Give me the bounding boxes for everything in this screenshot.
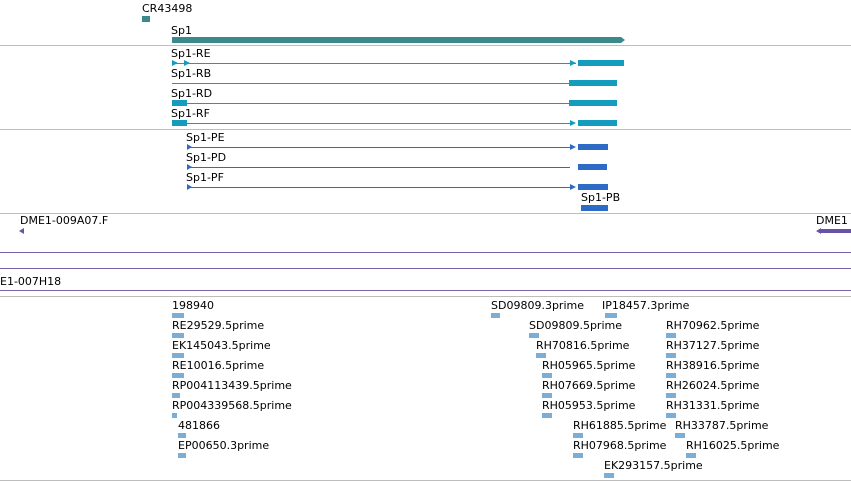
clone-label-bottom: E1-007H18 (0, 275, 62, 288)
est-feature[interactable] (686, 453, 696, 458)
gene-sp1-arrow-icon (621, 37, 625, 43)
est-feature[interactable] (605, 313, 617, 318)
est-feature[interactable] (573, 433, 583, 438)
est-label: RH05965.5prime (542, 359, 636, 372)
est-feature[interactable] (172, 313, 184, 318)
est-label: RH16025.5prime (686, 439, 780, 452)
est-label: EK293157.5prime (604, 459, 703, 472)
est-label: RH70962.5prime (666, 319, 760, 332)
clone-left-arrow-icon[interactable] (19, 228, 24, 234)
gene-cr43498[interactable] (142, 16, 150, 22)
est-feature[interactable] (172, 333, 184, 338)
est-label: RE29529.5prime (172, 319, 265, 332)
est-label: EK145043.5prime (172, 339, 271, 352)
protein-label-sp1-pb: Sp1-PB (581, 191, 621, 204)
protein-sp1-pb[interactable] (581, 205, 608, 211)
est-feature[interactable] (172, 373, 184, 378)
transcript-label-sp1-rd: Sp1-RD (171, 87, 213, 100)
est-feature[interactable] (542, 393, 552, 398)
est-label: RH26024.5prime (666, 379, 760, 392)
est-feature[interactable] (675, 433, 685, 438)
track-separator (0, 268, 851, 269)
est-label: SD09809.3prime (491, 299, 584, 312)
clone-label-left: DME1-009A07.F (20, 214, 109, 227)
est-feature[interactable] (491, 313, 500, 318)
est-label: RH70816.5prime (536, 339, 630, 352)
gene-label-sp1: Sp1 (171, 24, 192, 37)
transcript-label-sp1-re: Sp1-RE (171, 47, 211, 60)
est-label: RH33787.5prime (675, 419, 769, 432)
est-feature[interactable] (604, 473, 614, 478)
est-feature[interactable] (666, 373, 676, 378)
est-feature[interactable] (666, 393, 676, 398)
est-label: RH37127.5prime (666, 339, 760, 352)
est-label: 481866 (178, 419, 220, 432)
est-feature[interactable] (666, 413, 676, 418)
protein-label-sp1-pf: Sp1-PF (186, 171, 224, 184)
est-feature[interactable] (178, 433, 186, 438)
est-feature[interactable] (542, 373, 552, 378)
track-separator (0, 213, 851, 214)
track-separator (0, 296, 851, 297)
track-separator (0, 45, 851, 46)
est-label: RP004113439.5prime (172, 379, 292, 392)
est-label: IP18457.3prime (602, 299, 690, 312)
est-label: RH31331.5prime (666, 399, 760, 412)
protein-label-sp1-pe: Sp1-PE (186, 131, 225, 144)
est-feature[interactable] (178, 453, 186, 458)
est-label: 198940 (172, 299, 214, 312)
est-feature[interactable] (172, 413, 177, 418)
transcript-label-sp1-rf: Sp1-RF (171, 107, 210, 120)
gene-label-cr43498: CR43498 (142, 2, 193, 15)
est-feature[interactable] (172, 393, 180, 398)
est-label: RE10016.5prime (172, 359, 265, 372)
est-feature[interactable] (666, 333, 676, 338)
transcript-label-sp1-rb: Sp1-RB (171, 67, 212, 80)
est-label: RH61885.5prime (573, 419, 667, 432)
est-feature[interactable] (172, 353, 184, 358)
gene-sp1[interactable] (172, 37, 621, 43)
est-label: RH38916.5prime (666, 359, 760, 372)
protein-label-sp1-pd: Sp1-PD (186, 151, 227, 164)
est-label: EP00650.3prime (178, 439, 270, 452)
est-label: RH07669.5prime (542, 379, 636, 392)
est-label: SD09809.5prime (529, 319, 622, 332)
est-feature[interactable] (529, 333, 539, 338)
est-feature[interactable] (536, 353, 546, 358)
est-label: RP004339568.5prime (172, 399, 292, 412)
est-label: RH05953.5prime (542, 399, 636, 412)
est-label: RH07968.5prime (573, 439, 667, 452)
track-separator (0, 290, 851, 291)
est-feature[interactable] (542, 413, 552, 418)
track-separator (0, 129, 851, 130)
est-feature[interactable] (573, 453, 583, 458)
track-separator (0, 252, 851, 253)
clone-label-right: DME1 (816, 214, 848, 227)
est-feature[interactable] (666, 353, 676, 358)
